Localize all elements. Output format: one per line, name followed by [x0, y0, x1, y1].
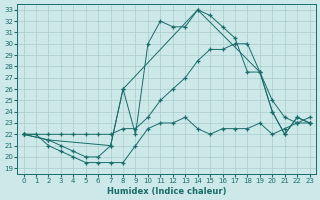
X-axis label: Humidex (Indice chaleur): Humidex (Indice chaleur): [107, 187, 226, 196]
